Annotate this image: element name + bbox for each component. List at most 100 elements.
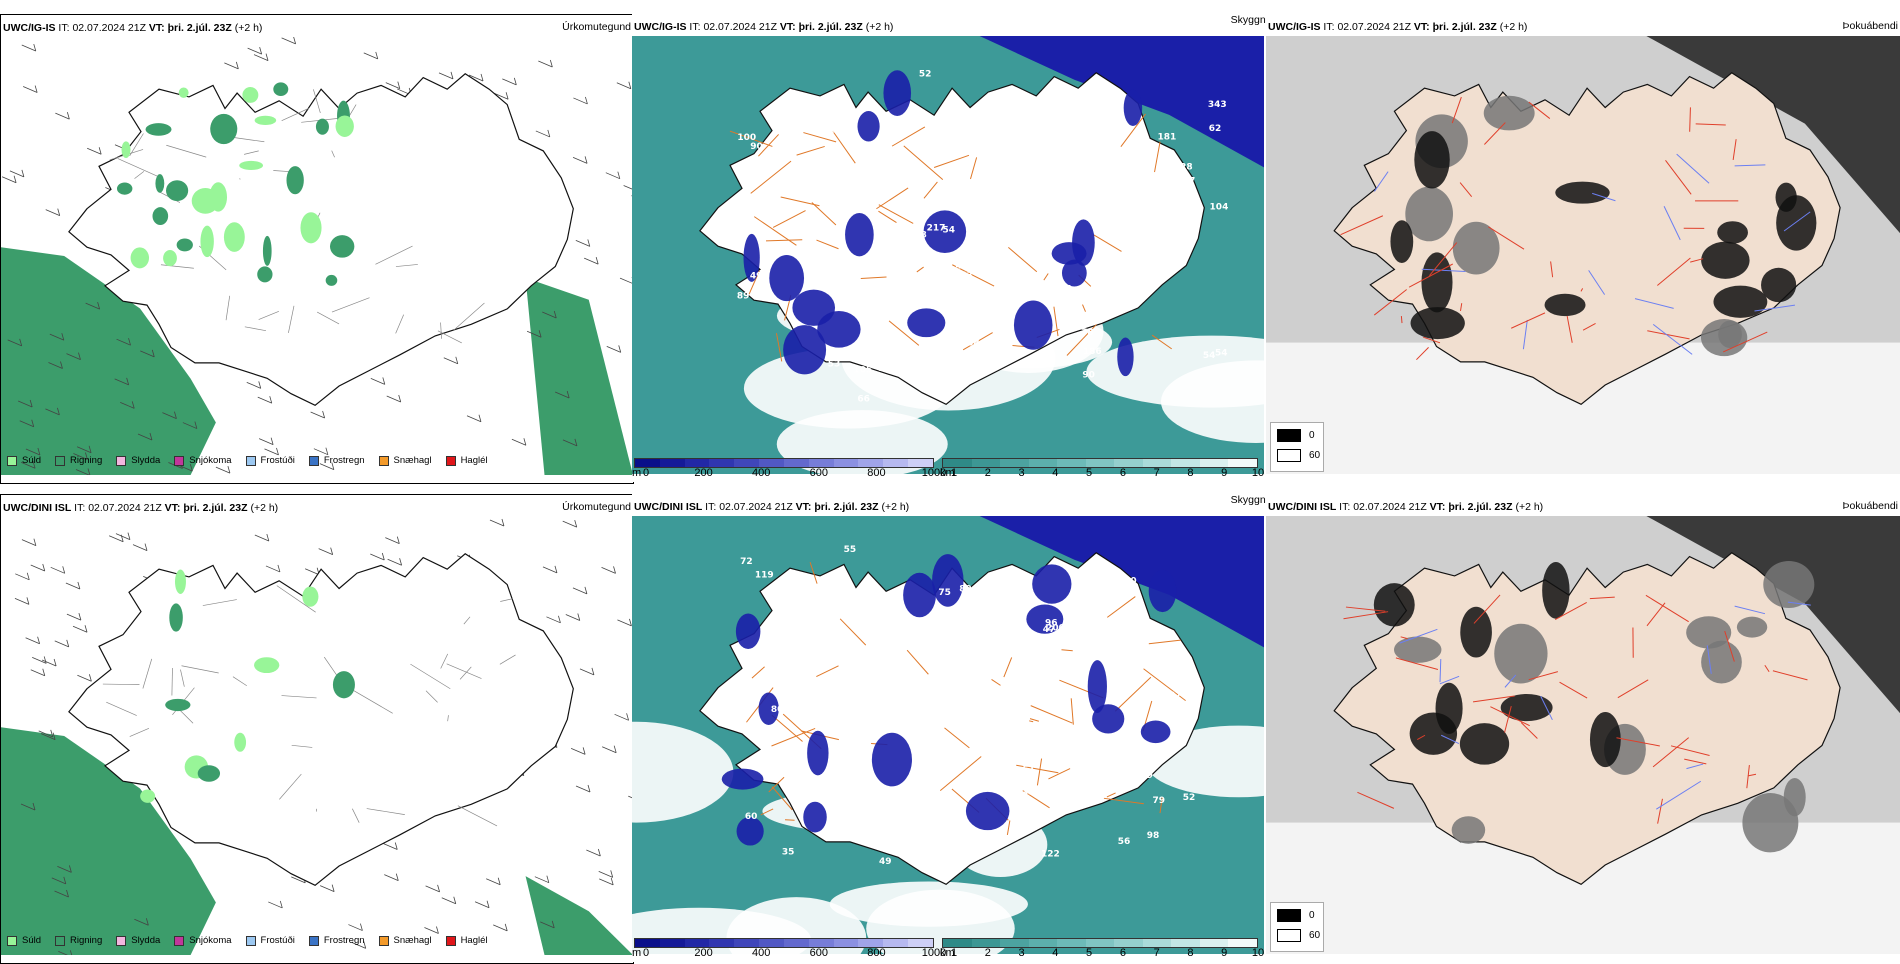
fog-cell [1117,338,1133,377]
legend-item: Snæhagl [379,455,432,466]
precip-cell [146,123,172,136]
panel-dini-precip: UWC/DINI ISL IT: 02.07.2024 21Z VT: þri.… [0,494,634,964]
fog-index-cell [1374,583,1415,626]
fog-index-cell [1713,286,1767,318]
visibility-value: 73 [825,126,838,136]
fog-index-cell [1701,319,1747,356]
fog-index-cell [1460,607,1492,658]
fog-cell [1092,704,1124,733]
init-time: 02.07.2024 21Z [88,502,162,514]
map-view[interactable] [1266,36,1900,474]
fog-index-cell [1717,221,1748,243]
panel-title: Skyggni [1231,14,1268,26]
precip-cell [200,226,213,257]
fog-index-cell [1555,182,1609,204]
fog-cell [769,255,804,301]
colorbar-tick: 800 [867,947,885,959]
precip-cell [169,603,183,631]
fog-cell [722,769,764,790]
legend-swatch [379,936,389,946]
legend-swatch [7,936,17,946]
visibility-value: 60 [745,812,758,822]
fog-index-cell [1761,268,1796,302]
panel-header: UWC/IG-IS IT: 02.07.2024 21Z VT: þri. 2.… [3,21,262,35]
legend-item: Frostúði [246,935,295,946]
legend-swatch [446,936,456,946]
precip-cell [254,657,279,673]
visibility-value: 37 [1169,691,1182,701]
precip-cell [239,161,263,170]
precip-cell [302,587,318,607]
fog-cell [907,308,945,337]
legend-item: Haglél [446,455,488,466]
valid-label: VT: [796,501,812,513]
legend-item: Snjókoma [174,935,231,946]
map-canvas [1266,516,1900,954]
visibility-value: 80 [771,705,784,715]
visibility-value: 37 [1183,177,1196,187]
visibility-value: 78 [1081,328,1094,338]
visibility-value: 78 [921,700,934,710]
panel-dini-fog: UWC/DINI ISL IT: 02.07.2024 21Z VT: þri.… [1266,494,1900,962]
precip-cell [198,765,220,781]
model-name: UWC/DINI ISL [1268,501,1336,513]
legend-swatch [116,456,126,466]
visibility-value: 216 [888,339,907,349]
init-label: IT: [74,502,85,514]
panel-igis-fog: UWC/IG-IS IT: 02.07.2024 21Z VT: þri. 2.… [1266,14,1900,482]
legend-item: Súld [7,455,41,466]
legend-swatch [174,456,184,466]
visibility-value: 45 [903,727,916,737]
fog-index-cell [1742,793,1798,852]
visibility-value: 54 [1094,591,1107,601]
fog-index-cell [1452,816,1486,844]
map-canvas [1,37,633,475]
precip-cell [131,247,149,268]
panel-title: Úrkomutegund [562,501,631,513]
colorbar-unit: m [632,947,641,959]
colorbar-tick: 1 [951,947,957,959]
lead-time: (+2 h) [1515,501,1543,513]
colorbar-tick: 800 [867,467,885,479]
map-view[interactable] [1266,516,1900,954]
precip-cell [166,180,188,201]
visibility-value: 986 [854,692,873,702]
lead-time: (+2 h) [881,501,909,513]
panel-igis-precip: UWC/IG-IS IT: 02.07.2024 21Z VT: þri. 2.… [0,14,634,484]
legend-label: Haglél [461,455,488,466]
init-label: IT: [1339,501,1350,513]
fog-legend-value: 60 [1309,930,1320,941]
fog-index-cell [1484,96,1535,131]
panel-header: UWC/DINI ISL IT: 02.07.2024 21Z VT: þri.… [3,501,278,515]
legend-label: Haglél [461,935,488,946]
map-view[interactable] [1,517,633,955]
colorbar-tick: 5 [1086,947,1092,959]
fog-legend-row: 0 [1277,429,1315,442]
legend-label: Snjókoma [189,455,231,466]
colorbar-tick: 4 [1052,947,1058,959]
visibility-value: 62 [1094,87,1107,97]
legend-swatch [116,936,126,946]
precip-cell [192,188,219,214]
valid-time: þri. 2.júl. 23Z [183,502,247,514]
legend-item: Frostregn [309,935,365,946]
fog-cell [736,614,761,650]
fog-index-cell [1590,712,1621,767]
colorbar-tick: 2 [985,467,991,479]
visibility-value: 96 [1045,618,1058,628]
fog-index-cell [1545,294,1586,316]
legend-label: Súld [22,935,41,946]
fog-index-cell [1494,624,1547,684]
visibility-value: 90 [949,183,962,193]
valid-label: VT: [149,22,165,34]
valid-label: VT: [780,21,796,33]
legend-label: Snjókoma [189,935,231,946]
map-view[interactable] [1,37,633,475]
fog-cell [803,802,826,833]
fog-index-cell [1686,616,1731,648]
